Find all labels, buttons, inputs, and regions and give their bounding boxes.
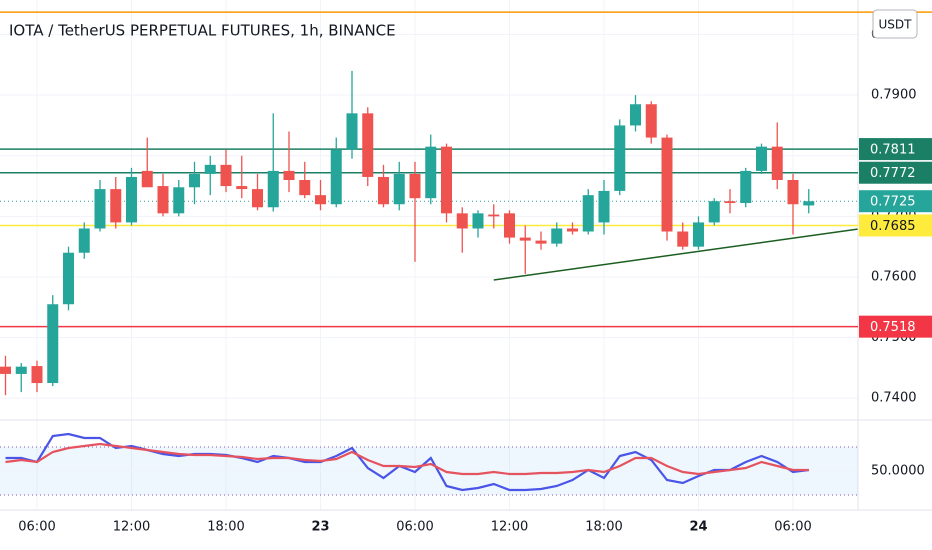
- x-tick-label: 12:00: [113, 520, 150, 535]
- chart-title: IOTA / TetherUS PERPETUAL FUTURES, 1h, B…: [9, 22, 396, 40]
- price-label: 0.7811: [870, 143, 916, 158]
- candle-body: [661, 137, 673, 232]
- candle-body: [393, 173, 405, 205]
- candle-body: [551, 228, 563, 244]
- candle-body: [630, 104, 641, 126]
- currency-label: USDT: [879, 18, 913, 32]
- candle-body: [0, 366, 11, 374]
- candle-body: [299, 180, 311, 196]
- price-label-bg: [859, 214, 932, 237]
- candle-body: [504, 213, 515, 238]
- x-tick-label: 18:00: [207, 520, 244, 535]
- candle-body: [598, 190, 610, 223]
- candle-body: [78, 228, 90, 253]
- candle-body: [724, 201, 736, 204]
- candle-body: [252, 189, 263, 208]
- candle-body: [346, 113, 358, 150]
- candle-body: [740, 170, 752, 204]
- candle-body: [267, 170, 279, 208]
- indicator-line: [5, 442, 809, 476]
- candle-body: [708, 201, 720, 223]
- candle-body: [441, 146, 452, 214]
- candle-body: [220, 164, 232, 187]
- candle-body: [157, 186, 169, 214]
- candle-body: [236, 186, 248, 190]
- candle-body: [771, 146, 783, 180]
- candle-body: [488, 214, 500, 217]
- candle-body: [456, 213, 468, 229]
- candle-body: [173, 187, 185, 214]
- price-label: 0.7518: [870, 320, 916, 335]
- candle-body: [110, 189, 122, 223]
- x-tick-label: 06:00: [396, 520, 433, 535]
- candle-body: [409, 173, 421, 199]
- price-label: 0.7772: [870, 166, 916, 181]
- candle-body: [645, 104, 657, 138]
- candle-body: [425, 146, 437, 199]
- candle-body: [567, 228, 578, 232]
- candle-body: [63, 252, 74, 305]
- candle-body: [362, 113, 374, 177]
- candle-body: [803, 201, 815, 206]
- candle-body: [519, 237, 531, 241]
- indicator-tick-label: 50.0000: [871, 464, 925, 479]
- candle-body: [204, 164, 216, 174]
- price-label: 0.7685: [870, 219, 916, 234]
- candle-body: [47, 304, 59, 384]
- candle-body: [189, 173, 200, 188]
- y-tick-label: 0.7900: [871, 88, 917, 103]
- price-label-bg: [859, 161, 932, 184]
- candle-body: [315, 195, 326, 205]
- candle-body: [31, 366, 43, 384]
- x-tick-label: 24: [689, 520, 707, 535]
- x-tick-label: 23: [311, 520, 329, 535]
- x-tick-label: 12:00: [491, 520, 528, 535]
- x-tick-label: 06:00: [774, 520, 811, 535]
- candle-body: [141, 170, 153, 188]
- candle-body: [472, 213, 484, 229]
- candle-body: [693, 222, 704, 247]
- candle-body: [94, 189, 106, 229]
- candle-body: [283, 170, 295, 180]
- currency-button: [872, 9, 918, 39]
- candle-body: [677, 231, 689, 247]
- price-label-bg: [859, 315, 932, 338]
- candle-body: [614, 125, 626, 191]
- y-tick-label: 0.7600: [871, 269, 917, 284]
- price-label-bg: [859, 190, 932, 213]
- candle-body: [535, 240, 547, 244]
- trendline: [493, 228, 858, 281]
- candle-body: [330, 149, 342, 205]
- price-label: 0.7725: [870, 195, 916, 210]
- candle-body: [378, 176, 389, 205]
- candle-body: [787, 180, 799, 205]
- candle-body: [126, 176, 137, 223]
- candle-body: [582, 195, 594, 232]
- x-tick-label: 06:00: [18, 520, 55, 535]
- x-tick-label: 18:00: [585, 520, 622, 535]
- price-label-bg: [859, 138, 932, 161]
- candle-body: [756, 146, 767, 171]
- y-tick-label: 0.7400: [871, 391, 917, 406]
- candle-body: [15, 366, 27, 374]
